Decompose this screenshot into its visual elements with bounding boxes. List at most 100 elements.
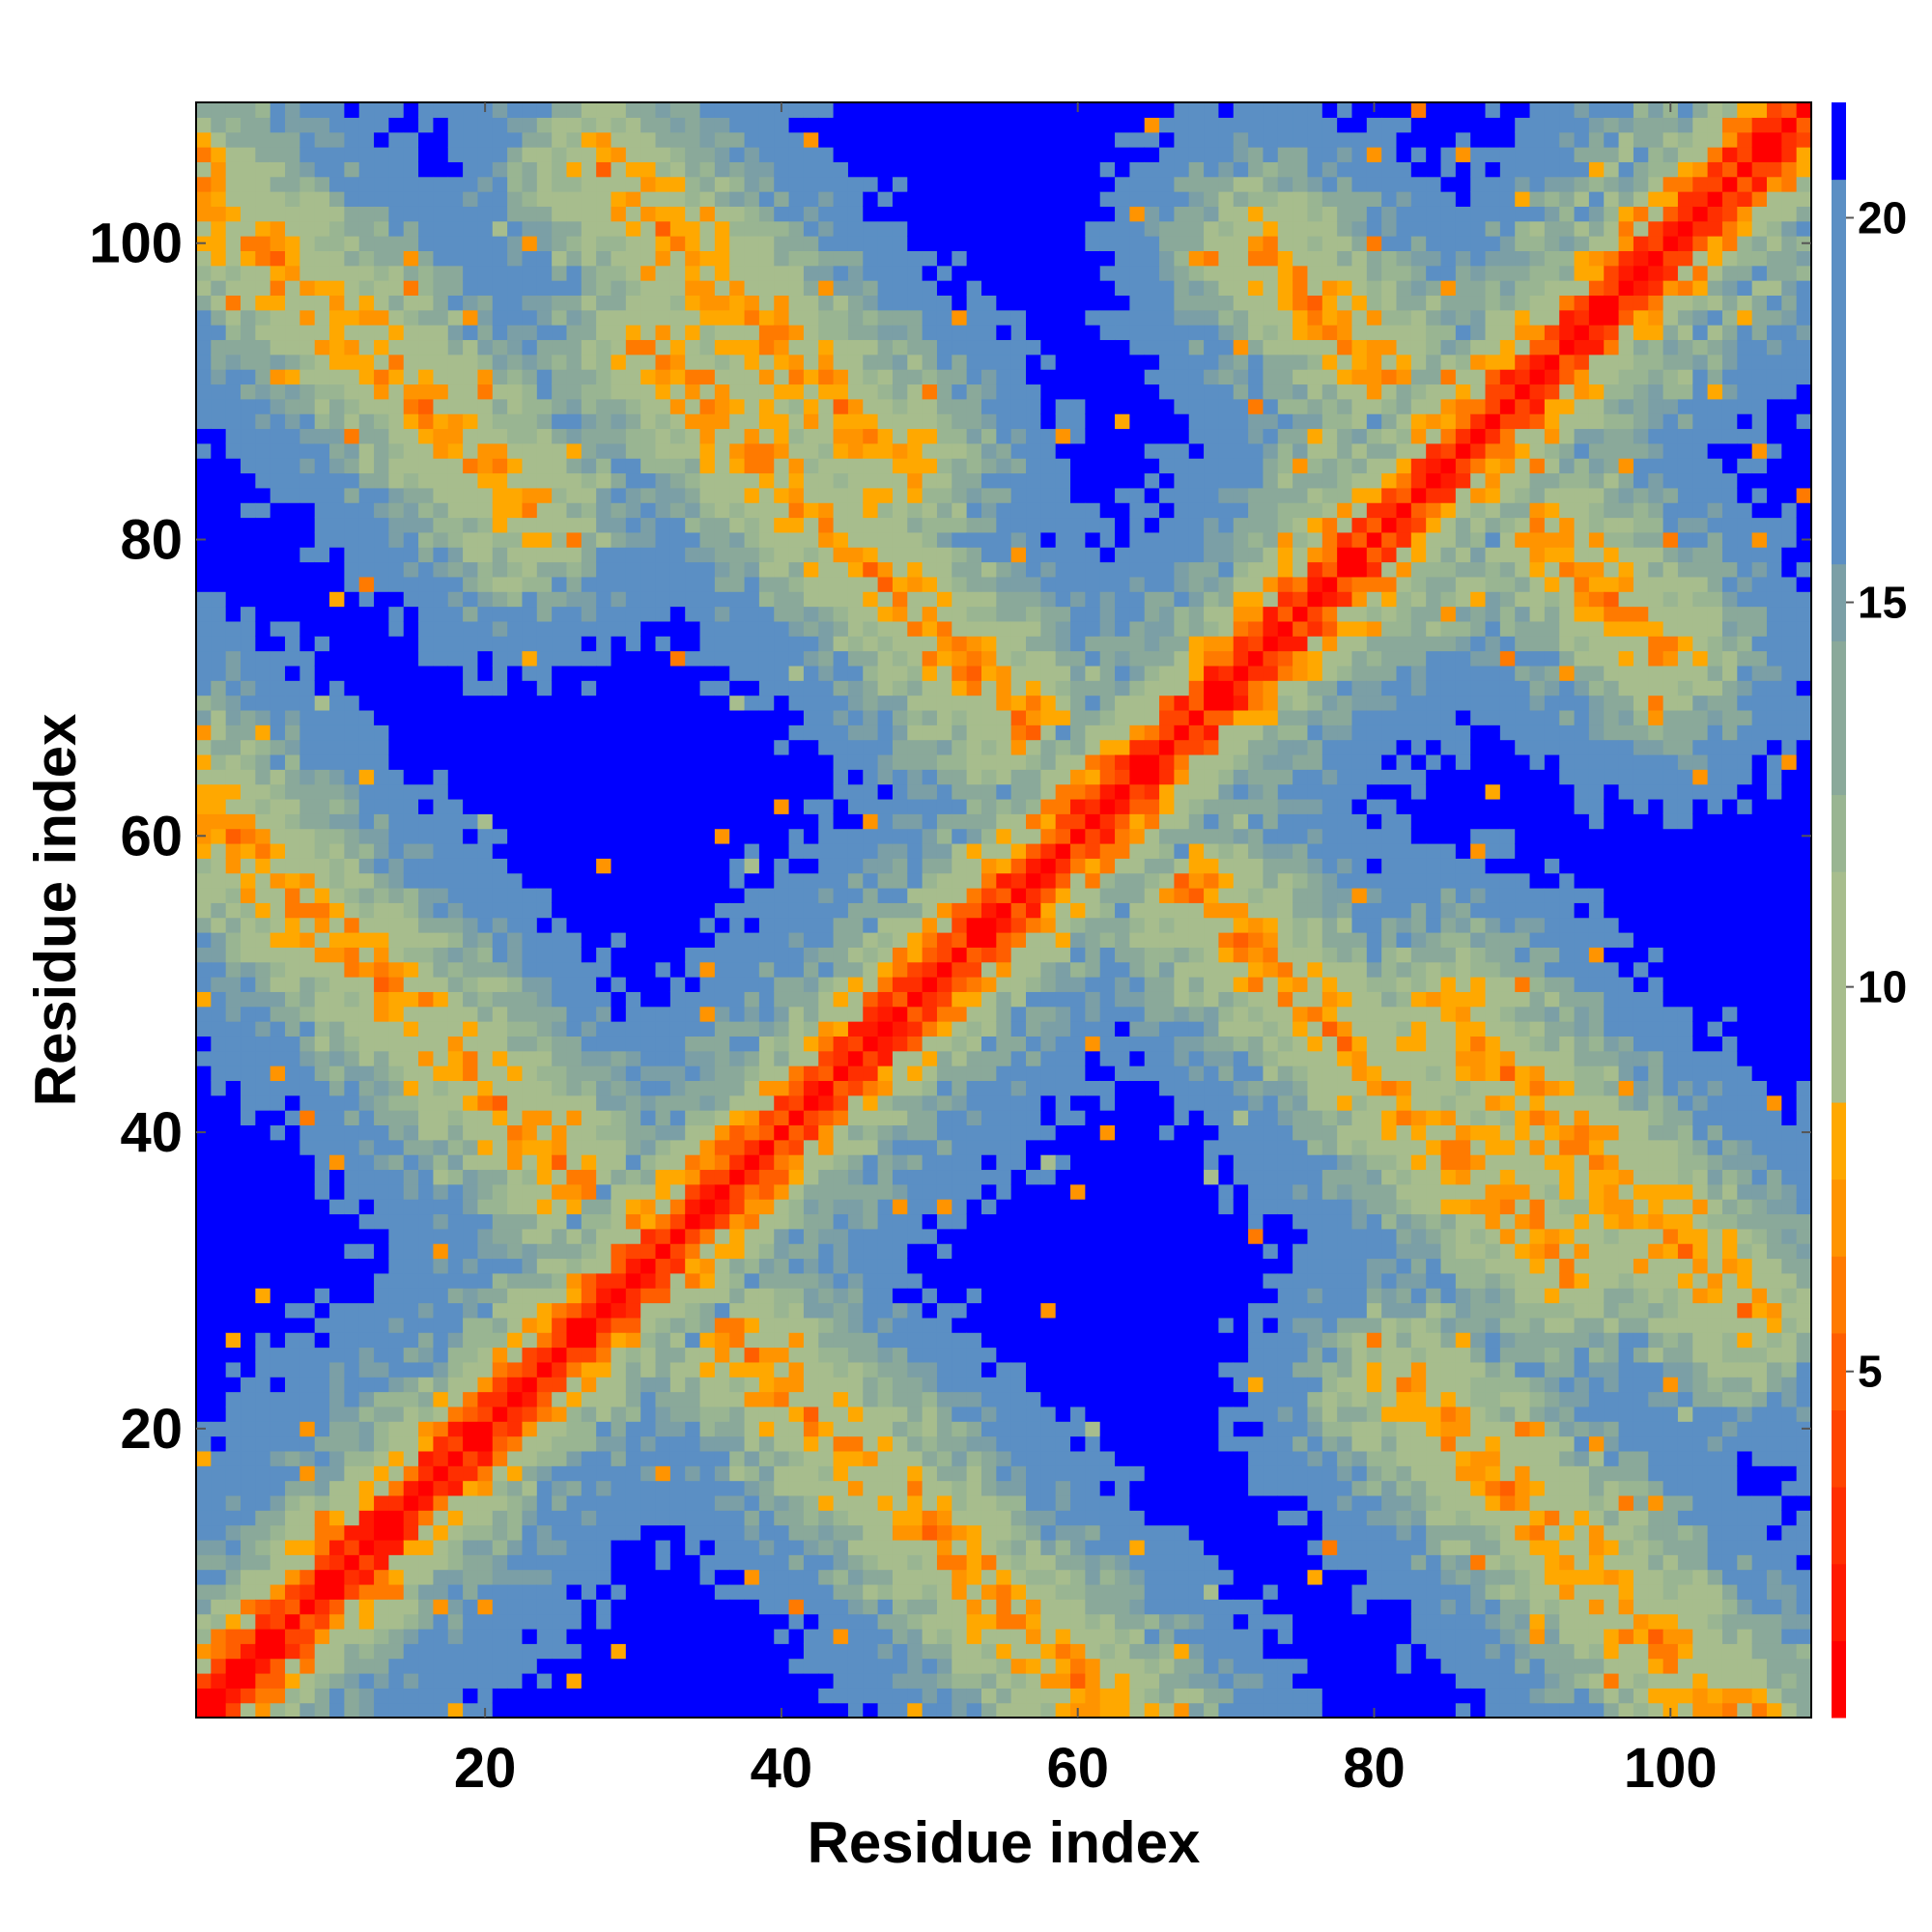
heat-cell — [685, 591, 701, 608]
heat-cell — [552, 1139, 568, 1155]
heat-cell — [211, 325, 227, 341]
heat-cell — [196, 561, 212, 578]
heat-cell — [596, 1613, 612, 1630]
heat-cell — [640, 1243, 657, 1260]
heat-cell — [418, 472, 435, 489]
heat-cell — [685, 783, 701, 800]
heat-cell — [433, 887, 449, 903]
heat-cell — [225, 117, 242, 133]
heat-cell — [714, 428, 730, 444]
heat-cell — [358, 369, 375, 385]
heat-cell — [655, 1465, 671, 1482]
heat-cell — [685, 487, 701, 503]
heat-cell — [833, 206, 849, 222]
heat-cell — [314, 1494, 330, 1511]
heat-cell — [522, 620, 538, 637]
heat-cell — [225, 1450, 242, 1466]
heat-cell — [447, 1228, 464, 1244]
heat-cell — [255, 1347, 271, 1363]
heat-cell — [255, 1213, 271, 1230]
heat-cell — [699, 531, 716, 548]
heat-cell — [833, 1154, 849, 1171]
heat-cell — [477, 339, 494, 355]
heat-cell — [285, 117, 300, 133]
heat-cell — [818, 872, 835, 889]
heat-cell — [492, 1080, 508, 1096]
heat-cell — [788, 161, 805, 178]
heat-cell — [596, 828, 612, 844]
heat-cell — [522, 191, 538, 207]
heat-cell — [492, 1124, 508, 1141]
heat-cell — [403, 280, 419, 297]
heat-cell — [699, 1554, 716, 1571]
heat-cell — [552, 1317, 568, 1333]
heat-cell — [388, 339, 405, 355]
heat-cell — [699, 1377, 716, 1393]
heat-cell — [285, 1154, 300, 1171]
heat-cell — [433, 102, 449, 118]
heat-cell — [507, 680, 524, 696]
heat-cell — [596, 1539, 612, 1555]
heat-cell — [270, 1080, 286, 1096]
heat-cell — [241, 947, 256, 963]
heat-cell — [507, 887, 524, 903]
heat-cell — [803, 1228, 819, 1244]
heat-cell — [596, 636, 612, 652]
heat-cell — [196, 1658, 212, 1674]
heat-cell — [625, 1332, 641, 1349]
heat-cell — [225, 783, 242, 800]
heat-cell — [225, 250, 242, 267]
heat-cell — [433, 1124, 449, 1141]
heat-cell — [758, 280, 775, 297]
heat-cell — [685, 531, 701, 548]
heat-cell — [463, 472, 479, 489]
heat-cell — [211, 1421, 227, 1437]
heat-cell — [433, 1569, 449, 1585]
heat-cell — [196, 1599, 212, 1615]
heat-cell — [699, 1643, 716, 1660]
heat-cell — [833, 1391, 849, 1407]
heat-cell — [640, 1569, 657, 1585]
heat-cell — [758, 783, 775, 800]
heat-cell — [847, 1510, 864, 1526]
heat-cell — [699, 369, 716, 385]
heat-cell — [374, 561, 390, 578]
heat-cell — [314, 917, 330, 933]
heat-cell — [581, 1554, 597, 1571]
heat-cell — [241, 991, 256, 1008]
heat-cell — [818, 1421, 835, 1437]
heat-cell — [581, 1317, 597, 1333]
heat-cell — [611, 1599, 627, 1615]
heat-cell — [685, 1569, 701, 1585]
heat-cell — [744, 206, 760, 222]
heat-cell — [522, 384, 538, 400]
heat-cell — [552, 472, 568, 489]
heat-cell — [255, 1554, 271, 1571]
heat-cell — [492, 724, 508, 741]
heat-cell — [447, 828, 464, 844]
heat-cell — [655, 1272, 671, 1289]
heat-cell — [758, 917, 775, 933]
heat-cell — [492, 591, 508, 608]
heat-cell — [833, 1183, 849, 1200]
heat-cell — [299, 236, 316, 251]
heat-cell — [241, 442, 256, 459]
heat-cell — [225, 161, 242, 178]
heat-cell — [788, 384, 805, 400]
heat-cell — [447, 1377, 464, 1393]
heat-cell — [211, 1702, 227, 1719]
heat-cell — [788, 1658, 805, 1674]
heat-cell — [788, 206, 805, 222]
heat-cell — [447, 1288, 464, 1304]
heat-cell — [669, 1228, 686, 1244]
heat-cell — [640, 709, 657, 725]
heat-cell — [685, 147, 701, 162]
heat-cell — [774, 1435, 790, 1452]
heat-cell — [758, 1583, 775, 1600]
heat-cell — [211, 1110, 227, 1126]
heat-cell — [611, 191, 627, 207]
heat-cell — [196, 1036, 212, 1052]
heat-cell — [285, 1139, 300, 1155]
heat-cell — [433, 1643, 449, 1660]
heat-cell — [625, 369, 641, 385]
